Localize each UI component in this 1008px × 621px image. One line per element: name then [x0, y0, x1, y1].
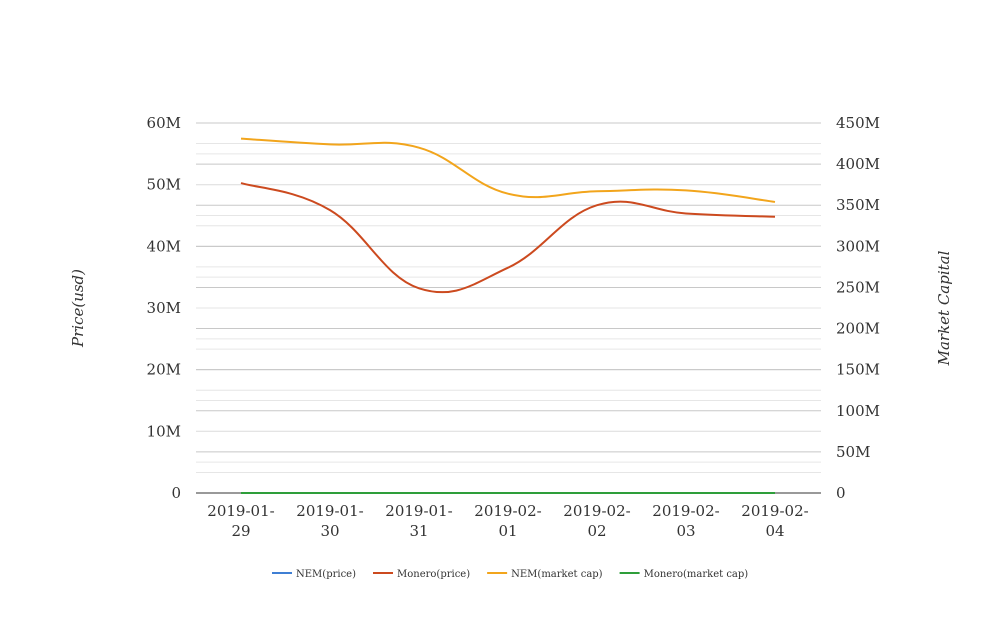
- right-y-tick-label: 150M: [836, 361, 880, 379]
- x-tick-label: 2019-02-04: [741, 502, 808, 540]
- left-y-tick-label: 40M: [147, 237, 181, 255]
- x-axis-ticks: 2019-01-29 2019-01-30 2019-01-31 2019-02-01…: [207, 502, 808, 540]
- left-y-axis-title: Price(usd): [69, 269, 87, 348]
- left-y-tick-label: 20M: [147, 361, 181, 379]
- x-tick-label: 2019-02-03: [652, 502, 719, 540]
- legend-label-monero-price: Monero(price): [397, 569, 470, 580]
- legend: NEM(price) Monero(price) NEM(market cap) Mo…: [272, 569, 748, 580]
- left-y-tick-label: 10M: [147, 422, 181, 440]
- legend-label-monero-market-cap: Monero(market cap): [644, 569, 749, 580]
- right-y-axis-ticks: 0 50M 100M 150M 200M 250M 300M 350M 400M 450M: [836, 114, 880, 502]
- right-y-tick-label: 50M: [836, 443, 870, 461]
- series-line-monero-price: [240, 182, 776, 294]
- series-line-nem-market-cap: [240, 137, 776, 203]
- legend-label-nem-price: NEM(price): [296, 569, 356, 580]
- right-y-tick-label: 0: [836, 484, 846, 502]
- right-y-axis-title: Market Capital: [935, 250, 953, 366]
- legend-label-nem-market-cap: NEM(market cap): [511, 569, 603, 580]
- right-y-tick-label: 400M: [836, 155, 880, 173]
- right-y-tick-label: 450M: [836, 114, 880, 132]
- left-y-tick-label: 60M: [147, 114, 181, 132]
- left-y-tick-label: 30M: [147, 299, 181, 317]
- x-tick-label: 2019-01-29: [207, 502, 274, 540]
- right-y-tick-label: 200M: [836, 320, 880, 338]
- right-y-tick-label: 100M: [836, 402, 880, 420]
- left-y-axis-ticks: 0 10M 20M 30M 40M 50M 60M: [147, 114, 181, 502]
- x-tick-label: 2019-01-31: [385, 502, 452, 540]
- left-y-tick-label: 50M: [147, 176, 181, 194]
- right-y-tick-label: 300M: [836, 237, 880, 255]
- x-tick-label: 2019-01-30: [296, 502, 363, 540]
- grid: [196, 122, 821, 473]
- right-y-tick-label: 350M: [836, 196, 880, 214]
- left-y-tick-label: 0: [171, 484, 181, 502]
- series: [240, 137, 776, 495]
- right-y-tick-label: 250M: [836, 278, 880, 296]
- x-tick-label: 2019-02-02: [563, 502, 630, 540]
- x-tick-label: 2019-02-01: [474, 502, 541, 540]
